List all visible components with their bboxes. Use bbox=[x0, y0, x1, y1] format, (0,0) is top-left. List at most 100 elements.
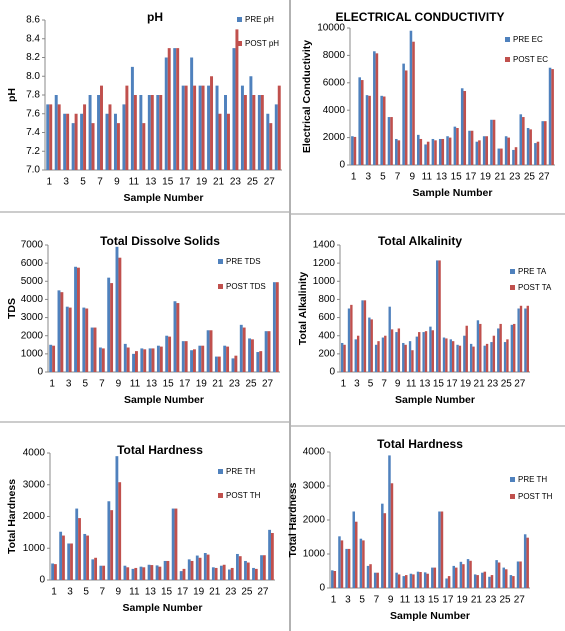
bar bbox=[134, 567, 138, 580]
bar bbox=[388, 455, 391, 588]
bar bbox=[206, 554, 210, 580]
x-tick-label: 23 bbox=[229, 379, 241, 390]
bar bbox=[341, 342, 344, 372]
y-tick-label: 1000 bbox=[21, 348, 44, 359]
legend-swatch bbox=[218, 259, 223, 264]
x-tick-label: 27 bbox=[514, 379, 526, 390]
bar bbox=[230, 567, 234, 580]
y-tick-label: 5000 bbox=[21, 276, 44, 287]
x-tick-label: 7 bbox=[99, 587, 105, 598]
bar bbox=[222, 564, 226, 580]
bar bbox=[214, 356, 218, 372]
bar bbox=[275, 282, 279, 372]
bar bbox=[510, 324, 514, 372]
bar bbox=[517, 308, 520, 372]
bar bbox=[345, 548, 348, 588]
bar bbox=[492, 335, 496, 372]
legend-label: PRE TA bbox=[518, 267, 547, 276]
bar bbox=[116, 123, 120, 170]
bar bbox=[449, 339, 452, 372]
bar bbox=[218, 113, 222, 170]
bar bbox=[381, 503, 384, 588]
bar bbox=[159, 95, 163, 170]
bar bbox=[479, 323, 482, 372]
bar bbox=[412, 574, 415, 588]
y-tick-label: 7.2 bbox=[26, 146, 40, 157]
x-tick-label: 19 bbox=[460, 379, 472, 390]
bar bbox=[388, 306, 391, 372]
bar bbox=[74, 266, 77, 372]
bar bbox=[198, 85, 202, 170]
y-tick-label: 6000 bbox=[21, 258, 44, 269]
y-tick-label: 1000 bbox=[313, 276, 336, 287]
x-tick-label: 15 bbox=[163, 379, 175, 390]
x-tick-label: 1 bbox=[49, 379, 55, 390]
bar bbox=[402, 342, 405, 372]
x-tick-label: 7 bbox=[395, 172, 401, 183]
bar bbox=[77, 267, 80, 372]
x-tick-label: 25 bbox=[245, 379, 257, 390]
y-tick-label: 4000 bbox=[303, 447, 326, 458]
bar bbox=[431, 330, 434, 372]
bar bbox=[126, 567, 130, 580]
bar bbox=[512, 576, 515, 588]
bar bbox=[226, 346, 230, 372]
bar bbox=[71, 123, 75, 170]
bar bbox=[412, 41, 415, 166]
bar bbox=[505, 569, 508, 588]
bar bbox=[397, 140, 401, 165]
bar bbox=[139, 566, 143, 580]
legend-swatch bbox=[505, 37, 510, 42]
y-tick-label: 400 bbox=[318, 330, 335, 341]
bar bbox=[201, 85, 205, 170]
x-tick-label: 7 bbox=[374, 595, 380, 606]
x-tick-label: 7 bbox=[99, 379, 105, 390]
bar bbox=[522, 117, 525, 165]
bar bbox=[176, 303, 180, 372]
bar bbox=[165, 335, 169, 372]
bar bbox=[485, 343, 489, 372]
bar bbox=[209, 330, 213, 372]
x-axis-label: Sample Number bbox=[123, 602, 203, 614]
x-axis-label: Sample Number bbox=[124, 192, 204, 204]
x-tick-label: 9 bbox=[116, 379, 122, 390]
x-tick-label: 19 bbox=[196, 177, 208, 188]
legend-label: PRE pH bbox=[245, 15, 274, 24]
y-tick-label: 0 bbox=[319, 583, 325, 594]
bar bbox=[353, 136, 357, 165]
x-tick-label: 17 bbox=[446, 379, 458, 390]
bar bbox=[159, 346, 163, 372]
bar bbox=[544, 121, 547, 165]
bar bbox=[97, 95, 101, 170]
bar bbox=[475, 141, 479, 165]
bar bbox=[249, 76, 253, 170]
bar bbox=[214, 567, 218, 580]
bar bbox=[476, 575, 479, 588]
y-tick-label: 2000 bbox=[303, 515, 326, 526]
bar bbox=[456, 344, 459, 372]
x-tick-label: 17 bbox=[465, 172, 477, 183]
bar bbox=[272, 282, 276, 372]
y-tick-label: 0 bbox=[39, 575, 45, 586]
x-tick-label: 13 bbox=[419, 379, 431, 390]
bar bbox=[488, 576, 491, 588]
bar bbox=[246, 562, 250, 580]
bar bbox=[429, 326, 432, 372]
legend-label: POST EC bbox=[513, 55, 548, 64]
bar bbox=[551, 69, 554, 165]
bar bbox=[541, 121, 545, 165]
bar bbox=[270, 533, 274, 580]
legend-swatch bbox=[218, 493, 223, 498]
bar bbox=[411, 350, 414, 372]
x-tick-label: 11 bbox=[129, 177, 140, 188]
bar bbox=[68, 307, 72, 372]
bar bbox=[156, 95, 160, 170]
y-tick-label: 1200 bbox=[313, 258, 336, 269]
bar bbox=[243, 95, 247, 170]
bar bbox=[88, 95, 92, 170]
y-tick-label: 2000 bbox=[23, 511, 46, 522]
bar bbox=[59, 531, 63, 580]
y-tick-label: 200 bbox=[318, 348, 335, 359]
bar bbox=[236, 553, 239, 580]
